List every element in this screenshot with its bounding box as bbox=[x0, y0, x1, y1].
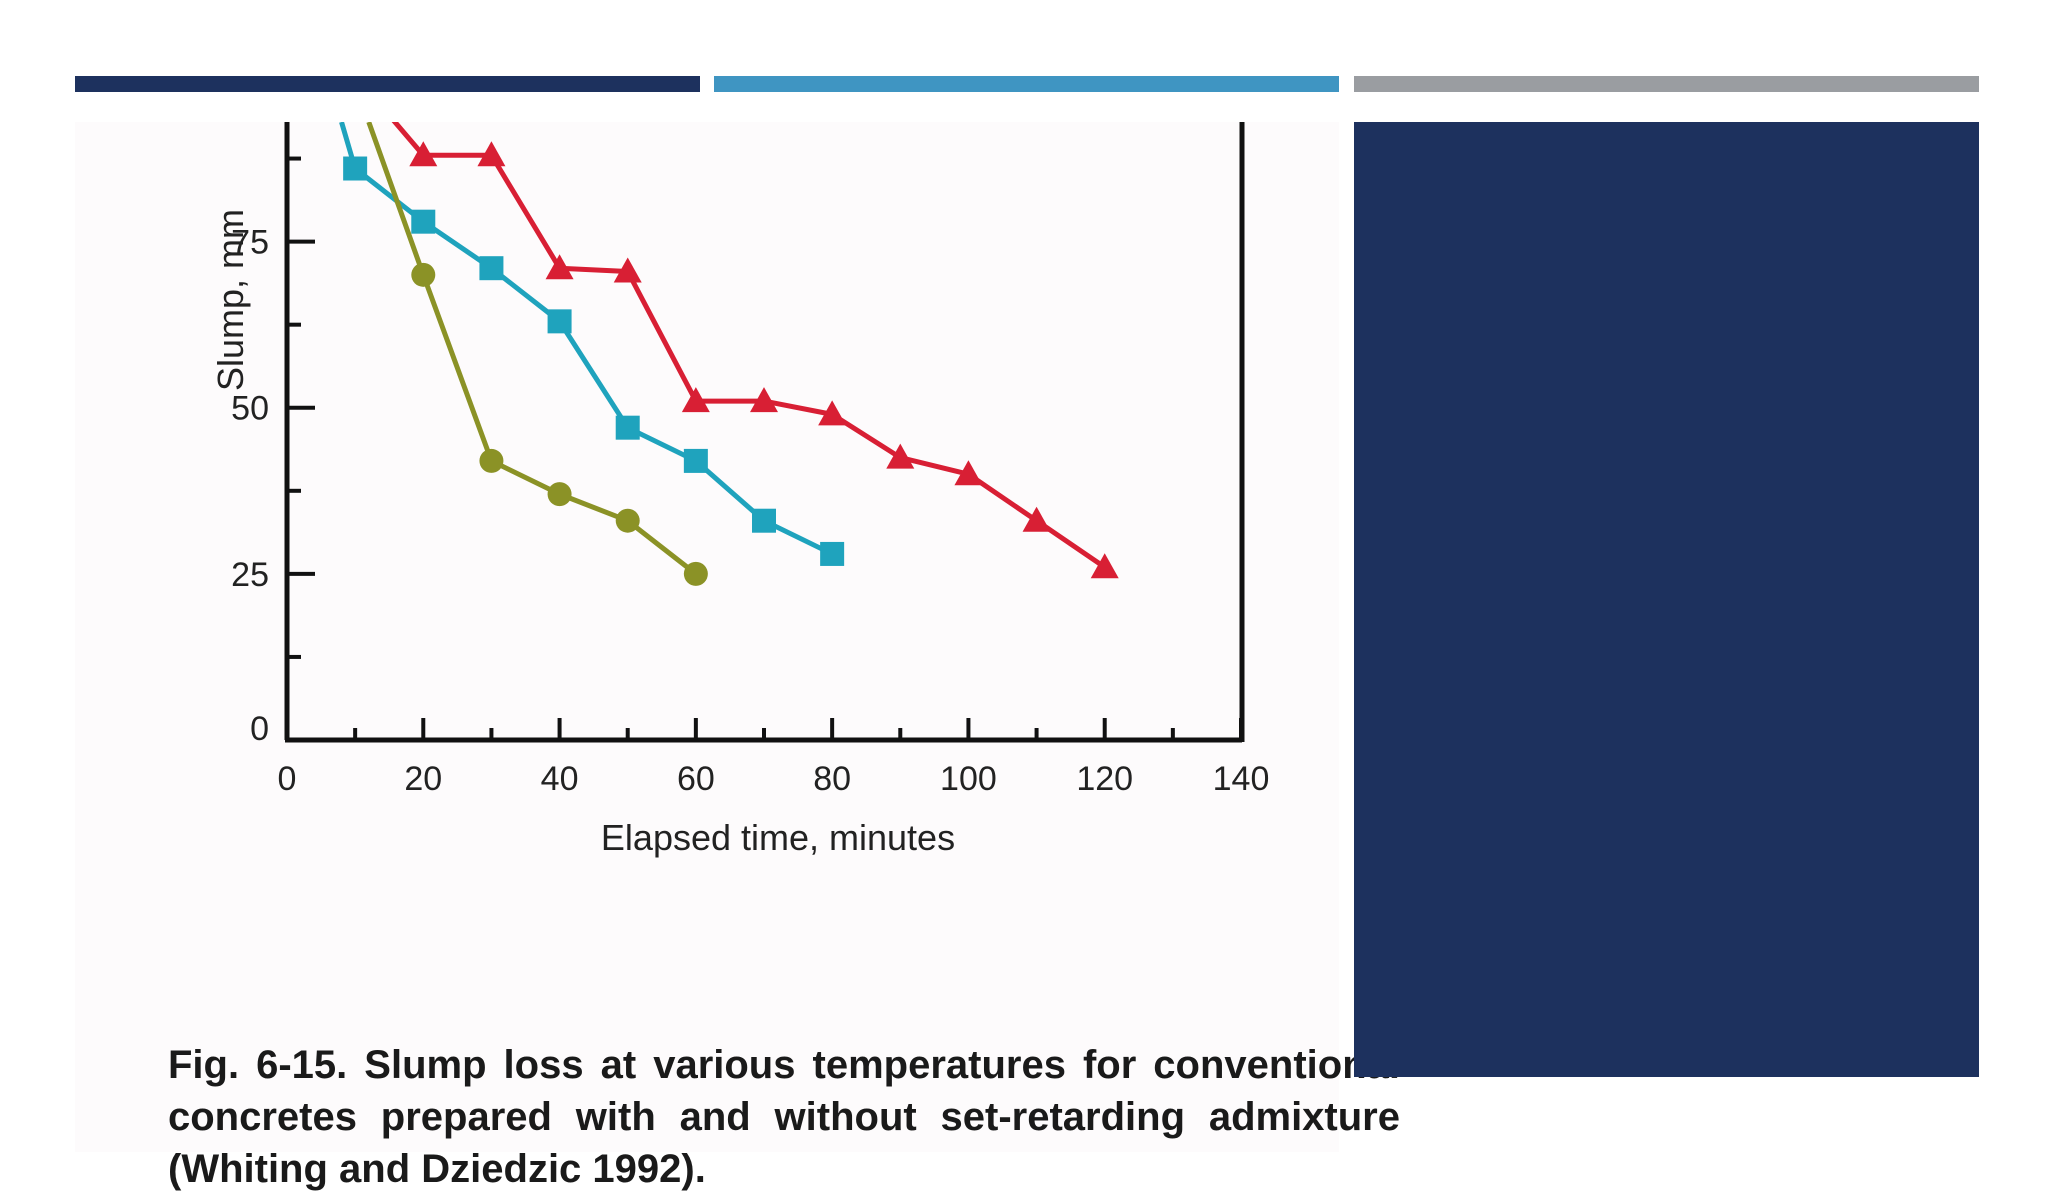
header-bar-navy bbox=[75, 76, 700, 92]
y-tick-label: 75 bbox=[231, 224, 269, 262]
data-point-square bbox=[547, 309, 572, 334]
series-2 bbox=[339, 122, 845, 566]
data-point-square bbox=[683, 448, 708, 473]
x-tick-label: 120 bbox=[1076, 760, 1133, 798]
y-tick-label: 25 bbox=[231, 556, 269, 594]
y-tick-label: 50 bbox=[231, 390, 269, 428]
data-point-triangle bbox=[477, 141, 506, 167]
series-3-line bbox=[366, 122, 698, 576]
data-point-square bbox=[479, 256, 504, 281]
data-point-square bbox=[411, 209, 436, 234]
figure-panel: 0 20 40 60 80 100 120 140 0 25 50 75 Elapsed time, … bbox=[75, 122, 1400, 1191]
data-point-triangle bbox=[954, 460, 983, 486]
x-tick-label: 40 bbox=[541, 760, 579, 798]
data-point-square bbox=[343, 156, 368, 181]
data-point-triangle bbox=[613, 257, 642, 283]
slump-loss-chart: 0 20 40 60 80 100 120 140 0 25 50 75 Elapsed time, … bbox=[210, 122, 1270, 858]
series-2-line bbox=[339, 122, 834, 557]
header-bar-gray bbox=[1354, 76, 1979, 92]
figure-caption: Fig. 6-15. Slump loss at various tempera… bbox=[168, 1043, 1400, 1191]
data-point-triangle bbox=[1090, 553, 1119, 579]
x-tick-label: 80 bbox=[813, 760, 851, 798]
data-point-square bbox=[752, 508, 776, 533]
x-tick-label: 100 bbox=[940, 760, 997, 798]
chart-series bbox=[339, 122, 1119, 586]
x-tick-label: 60 bbox=[677, 760, 715, 798]
data-point-square bbox=[615, 415, 640, 440]
side-panel bbox=[1354, 122, 1979, 1077]
data-point-triangle bbox=[818, 400, 847, 426]
data-point-square bbox=[820, 541, 845, 566]
data-point-triangle bbox=[681, 387, 710, 413]
series-1-line bbox=[391, 122, 1107, 570]
data-point-circle bbox=[479, 448, 504, 473]
data-point-triangle bbox=[409, 141, 438, 167]
chart-ticks: 0 20 40 60 80 100 120 140 0 25 50 75 bbox=[231, 156, 1270, 798]
data-point-triangle bbox=[750, 387, 778, 413]
series-1 bbox=[391, 122, 1119, 579]
data-point-circle bbox=[683, 561, 708, 586]
x-tick-label: 140 bbox=[1213, 760, 1270, 798]
header-bar-blue bbox=[714, 76, 1339, 92]
data-point-triangle bbox=[886, 443, 915, 469]
data-point-circle bbox=[411, 262, 436, 287]
series-3 bbox=[366, 122, 708, 586]
x-tick-label: 0 bbox=[278, 760, 297, 798]
y-axis-label: Slump, mm bbox=[210, 209, 251, 391]
y-tick-label: 0 bbox=[250, 710, 269, 748]
data-point-circle bbox=[547, 482, 572, 507]
data-point-triangle bbox=[1022, 506, 1051, 532]
x-tick-label: 20 bbox=[404, 760, 442, 798]
x-axis-label: Elapsed time, minutes bbox=[601, 817, 955, 858]
data-point-circle bbox=[615, 508, 640, 533]
data-point-triangle bbox=[545, 254, 574, 280]
